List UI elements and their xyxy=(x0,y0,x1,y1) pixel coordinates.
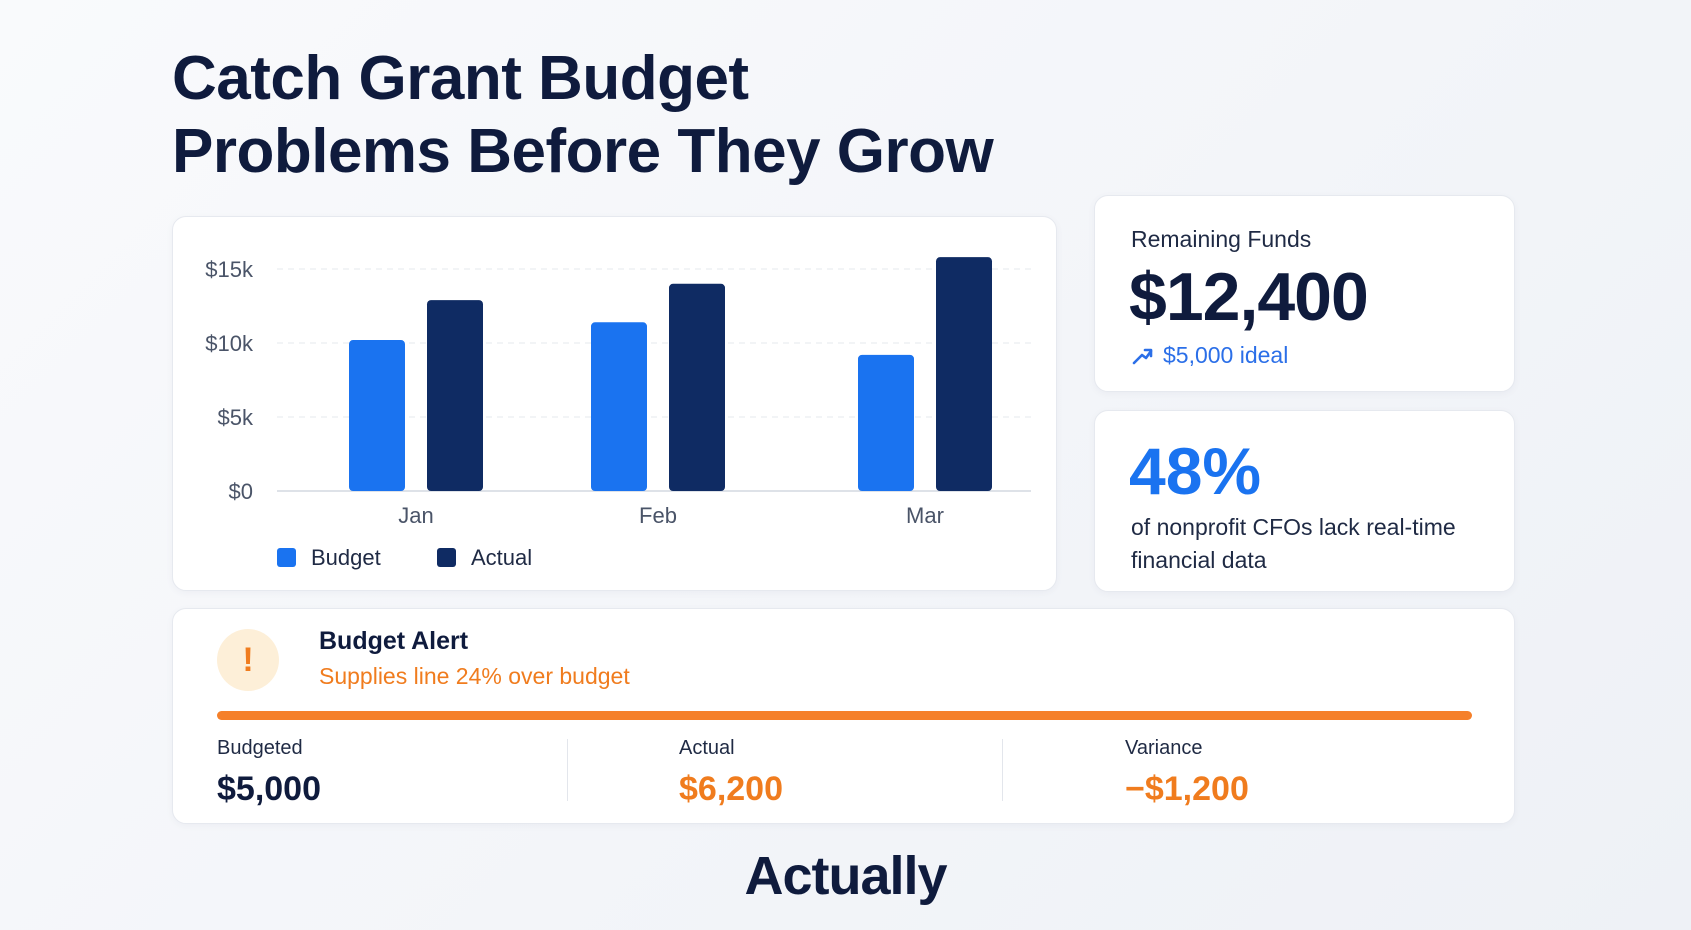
y-tick-label: $5k xyxy=(218,405,254,430)
bar-actual-jan xyxy=(427,300,483,491)
remaining-funds-ideal: $5,000 ideal xyxy=(1131,342,1288,369)
metric-label: Actual xyxy=(679,737,735,759)
trend-arrow-icon xyxy=(1132,348,1153,364)
bar-actual-feb xyxy=(669,283,725,491)
legend-swatch xyxy=(277,548,296,567)
brand-logo: Actually xyxy=(744,846,947,906)
legend-label: Budget xyxy=(311,545,381,570)
alert-subtitle: Supplies line 24% over budget xyxy=(319,663,630,689)
alert-title: Budget Alert xyxy=(319,627,469,655)
remaining-funds-label: Remaining Funds xyxy=(1131,226,1312,252)
headline-line-1: Catch Grant Budget xyxy=(172,44,749,113)
alert-progress-bar xyxy=(217,711,1472,720)
remaining-funds-value: $12,400 xyxy=(1129,259,1369,335)
metric-variance: Variance −$1,200 xyxy=(1125,737,1249,809)
x-tick-label: Jan xyxy=(398,503,433,528)
metric-divider xyxy=(1002,739,1003,801)
remaining-funds-card: Remaining Funds $12,400 $5,000 ideal xyxy=(1094,195,1515,392)
bar-actual-mar xyxy=(936,257,992,491)
x-tick-label: Mar xyxy=(906,503,944,528)
y-tick-label: $10k xyxy=(205,331,254,356)
metric-value: $6,200 xyxy=(679,770,783,808)
legend-swatch xyxy=(437,548,456,567)
metric-actual: Actual $6,200 xyxy=(679,737,783,809)
stat-description: of nonprofit CFOs lack real-time financi… xyxy=(1131,514,1456,573)
metric-divider xyxy=(567,739,568,801)
metric-label: Variance xyxy=(1125,737,1203,759)
bar-budget-jan xyxy=(349,340,405,491)
budget-vs-actual-chart: $0 $5k $10k $15k Jan Feb Mar Budget Actual xyxy=(205,257,1031,570)
budget-chart-card: $0 $5k $10k $15k Jan Feb Mar Budget Actual xyxy=(172,216,1057,591)
cfo-stat-card: 48% of nonprofit CFOs lack real-time fin… xyxy=(1094,410,1515,592)
bar-budget-mar xyxy=(858,354,914,491)
stat-percentage: 48% xyxy=(1129,434,1262,508)
legend-label: Actual xyxy=(471,545,532,570)
metric-value: $5,000 xyxy=(217,770,321,808)
y-tick-label: $0 xyxy=(229,479,253,504)
budget-alert-card: ! Budget Alert Supplies line 24% over bu… xyxy=(172,608,1515,824)
exclamation-icon: ! xyxy=(217,629,279,691)
x-tick-label: Feb xyxy=(639,503,677,528)
headline-line-2: Problems Before They Grow xyxy=(172,117,994,186)
remaining-funds-ideal-text: $5,000 ideal xyxy=(1163,342,1289,368)
metric-label: Budgeted xyxy=(217,737,303,759)
bar-budget-feb xyxy=(591,322,647,491)
metric-budgeted: Budgeted $5,000 xyxy=(217,737,321,809)
metric-value: −$1,200 xyxy=(1125,770,1249,808)
headline: Catch Grant Budget Problems Before They … xyxy=(172,42,1072,188)
y-tick-label: $15k xyxy=(205,257,254,282)
